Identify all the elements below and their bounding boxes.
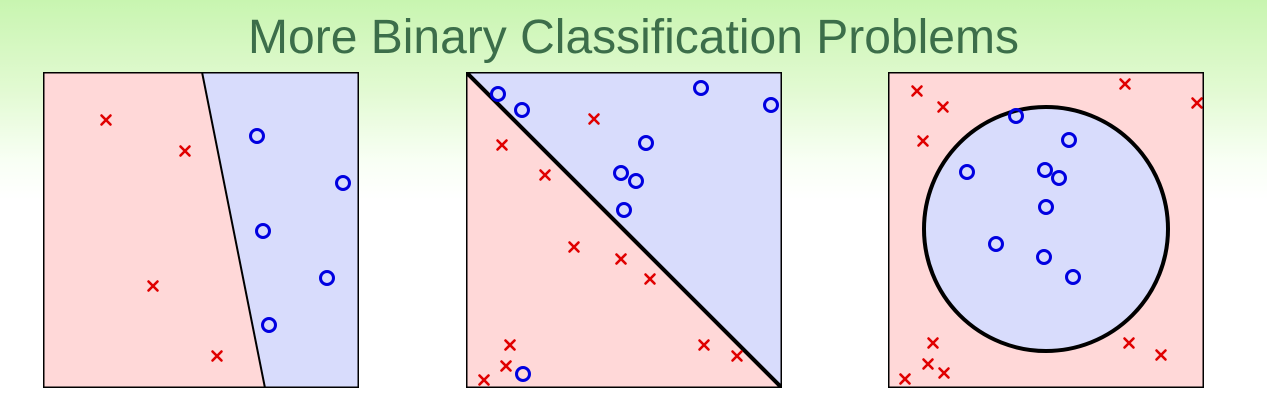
- panel-3-plot: [888, 72, 1204, 388]
- cross-marker: [922, 358, 934, 370]
- cross-marker: [211, 350, 223, 362]
- slide-title: More Binary Classification Problems: [248, 11, 1019, 64]
- circle-marker: [514, 102, 530, 118]
- cross-marker: [1155, 349, 1167, 361]
- panel-1-plot: [43, 72, 359, 388]
- circle-marker: [261, 317, 277, 333]
- positive-region: [202, 72, 359, 388]
- cross-marker: [568, 241, 580, 253]
- circle-marker: [616, 202, 632, 218]
- circle-marker: [1065, 269, 1081, 285]
- circle-marker: [1051, 170, 1067, 186]
- cross-marker: [698, 339, 710, 351]
- classification-panel-linear: [43, 72, 359, 388]
- classification-panel-circular: [888, 72, 1204, 388]
- cross-marker: [500, 360, 512, 372]
- cross-marker: [937, 101, 949, 113]
- circle-marker: [335, 175, 351, 191]
- cross-marker: [539, 169, 551, 181]
- circle-marker: [1038, 199, 1054, 215]
- cross-marker: [147, 280, 159, 292]
- decision-boundary: [922, 105, 1170, 353]
- cross-marker: [644, 273, 656, 285]
- panel-2-plot: [466, 72, 782, 388]
- panel-frame: [43, 72, 359, 388]
- circle-marker: [763, 97, 779, 113]
- classification-panel-diagonal: [466, 72, 782, 388]
- cross-marker: [504, 339, 516, 351]
- circle-marker: [249, 128, 265, 144]
- cross-marker: [1119, 78, 1131, 90]
- cross-marker: [179, 145, 191, 157]
- circle-marker: [613, 165, 629, 181]
- circle-marker: [490, 86, 506, 102]
- cross-marker: [1191, 97, 1203, 109]
- circle-marker: [959, 164, 975, 180]
- circle-marker: [255, 223, 271, 239]
- circle-marker: [515, 366, 531, 382]
- cross-marker: [938, 367, 950, 379]
- cross-marker: [1123, 337, 1135, 349]
- cross-marker: [496, 139, 508, 151]
- cross-marker: [917, 135, 929, 147]
- decision-boundary: [201, 72, 266, 388]
- cross-marker: [899, 373, 911, 385]
- circle-marker: [1008, 108, 1024, 124]
- panel-frame: [466, 72, 782, 388]
- circle-marker: [693, 80, 709, 96]
- cross-marker: [731, 350, 743, 362]
- cross-marker: [927, 337, 939, 349]
- cross-marker: [100, 114, 112, 126]
- cross-marker: [478, 374, 490, 386]
- circle-marker: [319, 270, 335, 286]
- circle-marker: [1037, 162, 1053, 178]
- circle-marker: [1061, 132, 1077, 148]
- circle-marker: [638, 135, 654, 151]
- cross-marker: [911, 85, 923, 97]
- cross-marker: [615, 253, 627, 265]
- circle-marker: [988, 236, 1004, 252]
- decision-boundary: [466, 72, 782, 388]
- circle-marker: [628, 173, 644, 189]
- circle-marker: [1036, 249, 1052, 265]
- cross-marker: [588, 113, 600, 125]
- panel-frame: [888, 72, 1204, 388]
